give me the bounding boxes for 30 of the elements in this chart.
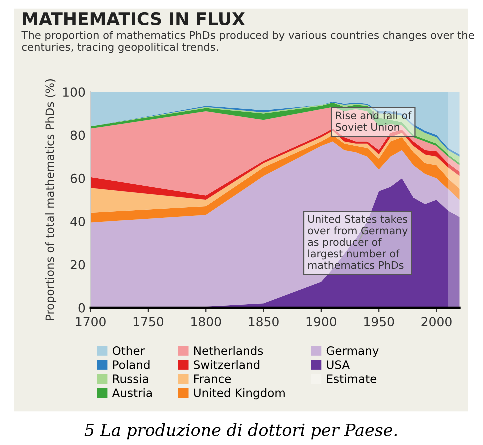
legend-label: France — [194, 374, 232, 384]
annotation: United States takes over from Germany as producer of largest number of mathematics PhDs — [308, 215, 408, 270]
x-tick-label: 1950 — [364, 317, 394, 327]
text: 5 La produzione di dottori per Paese. — [84, 424, 398, 440]
chart-title: MATHEMATICS IN FLUX — [23, 12, 246, 26]
y-axis-title: Proportions of total mathematics PhDs (%) — [46, 80, 57, 320]
x-tick-label: 2000 — [422, 317, 452, 327]
x-tick-label: 1900 — [306, 317, 337, 327]
x-tick-label: 1750 — [134, 317, 164, 327]
x-tick-label: 1850 — [249, 317, 279, 327]
legend-label: Other — [112, 346, 146, 356]
legend-label: Switzerland — [194, 360, 260, 370]
legend-label: Austria — [112, 388, 152, 398]
y-tick-label: 20 — [70, 260, 86, 270]
legend-label: Estimate — [327, 374, 377, 384]
legend-label: United Kingdom — [194, 388, 285, 400]
annotation: Rise and fall of Soviet Union — [336, 112, 412, 132]
legend-label: Russia — [113, 374, 148, 384]
y-tick-label: 0 — [78, 303, 86, 313]
y-tick-label: 100 — [63, 88, 86, 98]
legend-label: USA — [327, 360, 350, 370]
legend-label: Germany — [326, 346, 379, 358]
y-tick-label: 80 — [70, 130, 86, 140]
x-tick-label: 1700 — [76, 317, 106, 327]
y-tick-label: 40 — [70, 217, 86, 227]
legend-label: Poland — [113, 360, 150, 370]
x-tick-label: 1800 — [192, 317, 222, 327]
chart-subtitle: The proportion of mathematics PhDs produced by various countries changes over the centuries, tracing geopolitical trends. — [22, 31, 474, 54]
y-tick-label: 60 — [70, 174, 86, 184]
legend-label: Netherlands — [194, 346, 264, 356]
